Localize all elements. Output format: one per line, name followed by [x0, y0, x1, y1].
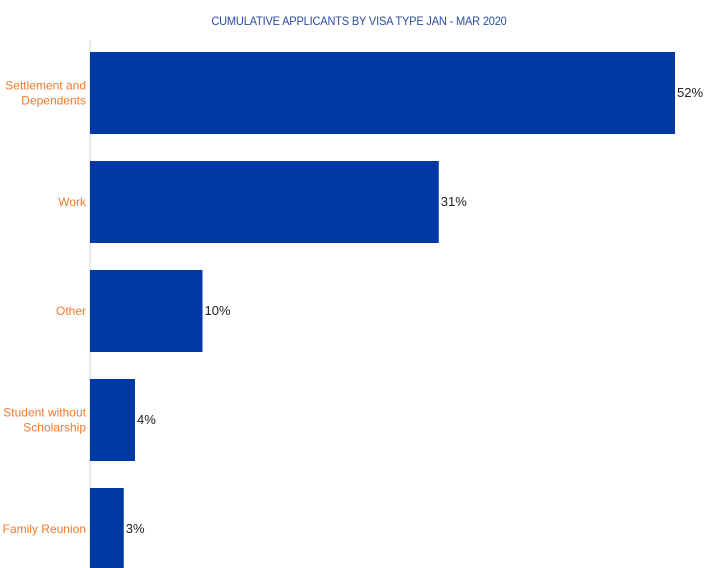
chart-title: CUMULATIVE APPLICANTS BY VISA TYPE JAN -… [211, 14, 507, 28]
category-label-3: Student without Scholarship [3, 406, 86, 435]
bar-2 [90, 270, 203, 352]
value-label-1: 31% [441, 194, 467, 209]
category-label-3-line-0: Student without [3, 406, 86, 420]
value-label-0: 52% [677, 85, 703, 100]
category-label-0: Settlement and Dependents [5, 79, 86, 108]
category-label-1: Work [58, 195, 87, 209]
category-label-3-line-1: Scholarship [23, 421, 86, 435]
category-label-2-line-0: Other [56, 304, 86, 318]
category-label-0-line-1: Dependents [21, 94, 86, 108]
bar-4 [90, 488, 124, 568]
value-label-3: 4% [137, 412, 156, 427]
value-label-2: 10% [205, 303, 231, 318]
value-label-4: 3% [126, 521, 145, 536]
bar-0 [90, 52, 675, 134]
category-label-2: Other [56, 304, 86, 318]
bar-1 [90, 161, 439, 243]
category-label-0-line-0: Settlement and [5, 79, 86, 93]
category-label-4-line-0: Family Reunion [3, 522, 86, 536]
category-label-1-line-0: Work [58, 195, 87, 209]
category-label-4: Family Reunion [3, 522, 86, 536]
bar-3 [90, 379, 135, 461]
